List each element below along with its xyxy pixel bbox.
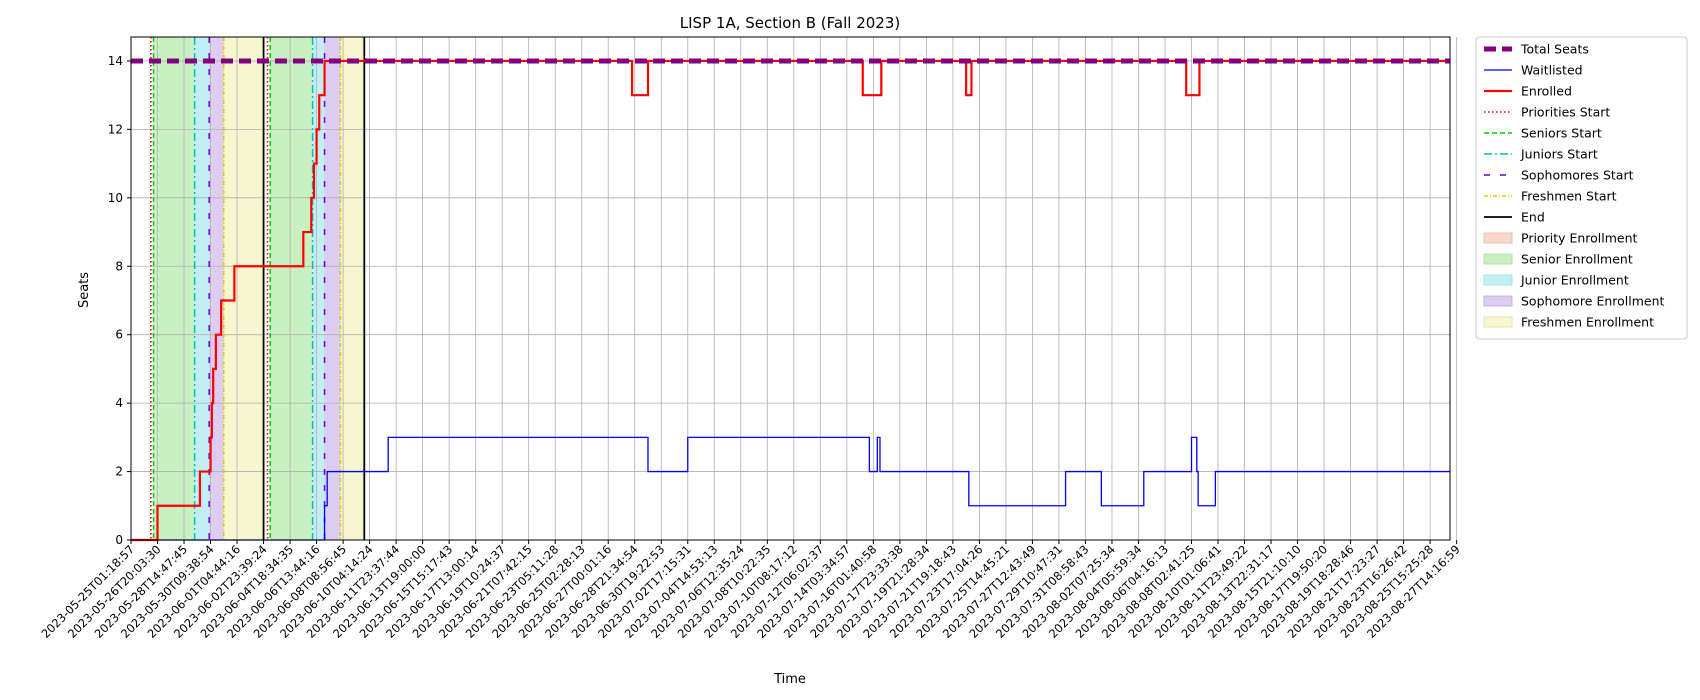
legend-label: Junior Enrollment	[1520, 273, 1629, 288]
series-enrolled	[131, 59, 1450, 542]
region-senior-enrollment	[153, 37, 195, 540]
legend-swatch	[1483, 295, 1513, 307]
region-freshmen-enrollment	[340, 37, 365, 540]
legend-label: Sophomore Enrollment	[1521, 294, 1665, 309]
series-waitlisted	[131, 436, 1450, 541]
legend-label: Senior Enrollment	[1521, 252, 1633, 267]
plot-frame	[130, 36, 1451, 541]
y-tick-label: 0	[115, 533, 123, 547]
y-tick-label: 10	[108, 191, 123, 205]
legend-swatch	[1483, 274, 1513, 286]
y-tick-label: 8	[115, 259, 123, 273]
legend-label: Juniors Start	[1520, 147, 1598, 162]
legend-label: Freshmen Start	[1521, 189, 1617, 204]
y-axis-ticks: 0 2 4 6 8 10 12 14	[108, 54, 131, 547]
legend-swatch	[1483, 253, 1513, 265]
legend-swatch	[1483, 316, 1513, 328]
legend-label: Priorities Start	[1521, 105, 1610, 120]
legend-label: Seniors Start	[1521, 126, 1602, 141]
x-axis-label: Time	[773, 672, 806, 687]
y-tick-label: 12	[108, 122, 123, 136]
y-axis-label: Seats	[77, 272, 92, 308]
legend: Total Seats Waitlisted Enrolled Priorities …	[1475, 36, 1688, 340]
legend-box	[1475, 36, 1688, 340]
legend-label: Enrolled	[1521, 84, 1572, 99]
legend-label: Waitlisted	[1521, 63, 1583, 78]
series-lines	[131, 58, 1450, 542]
region-junior-enrollment	[194, 37, 210, 540]
legend-label: Freshmen Enrollment	[1521, 315, 1654, 330]
y-tick-label: 6	[115, 328, 123, 342]
legend-label: Total Seats	[1520, 42, 1589, 57]
region-freshmen-enrollment	[223, 37, 264, 540]
region-senior-enrollment	[270, 37, 313, 540]
x-axis-ticks: 2023-05-25T01:18:572023-05-26T20:03:3020…	[38, 540, 1463, 641]
region-sophomore-enrollment	[324, 37, 341, 540]
legend-label: Sophomores Start	[1521, 168, 1634, 183]
phase-lines	[150, 37, 366, 540]
region-junior-enrollment	[312, 37, 325, 540]
legend-label: End	[1521, 210, 1545, 225]
chart-title: LISP 1A, Section B (Fall 2023)	[680, 14, 900, 32]
shaded-regions	[153, 37, 365, 540]
y-tick-label: 2	[115, 465, 123, 479]
legend-label: Priority Enrollment	[1521, 231, 1638, 246]
y-tick-label: 14	[108, 54, 123, 68]
legend-swatch	[1483, 232, 1513, 244]
y-tick-label: 4	[115, 396, 123, 410]
